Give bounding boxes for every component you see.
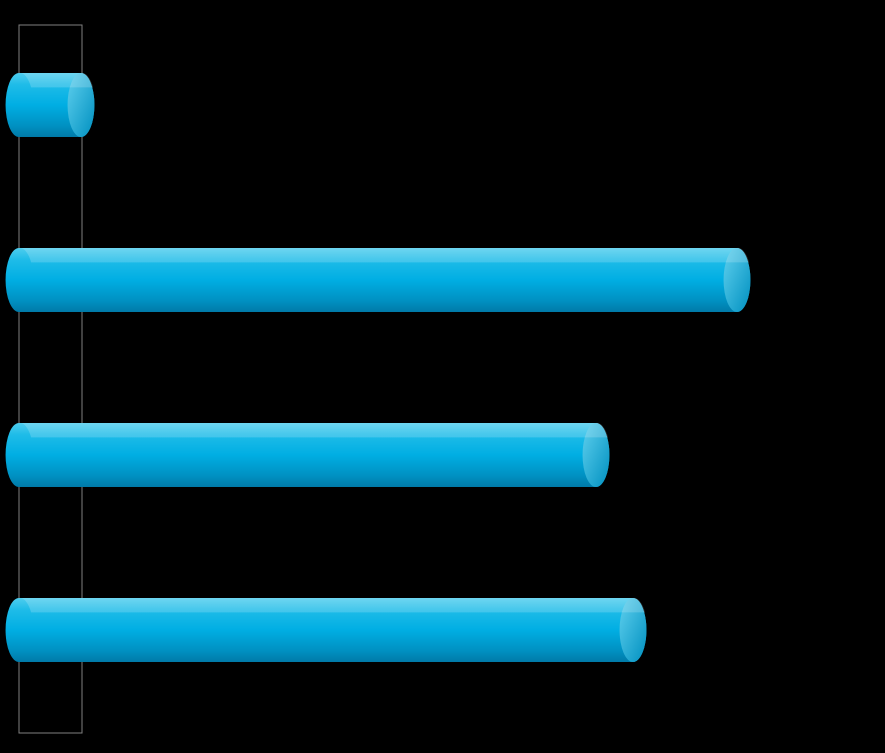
bar-2: [6, 423, 610, 487]
bar-chart: [0, 0, 885, 753]
bar-0: [6, 73, 95, 137]
bar-1: [6, 248, 751, 312]
bar-3: [6, 598, 647, 662]
